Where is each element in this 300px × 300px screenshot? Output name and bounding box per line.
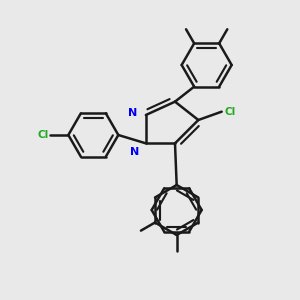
Text: N: N (128, 108, 137, 118)
Text: N: N (130, 147, 139, 157)
Text: Cl: Cl (224, 107, 236, 117)
Text: Cl: Cl (37, 130, 48, 140)
